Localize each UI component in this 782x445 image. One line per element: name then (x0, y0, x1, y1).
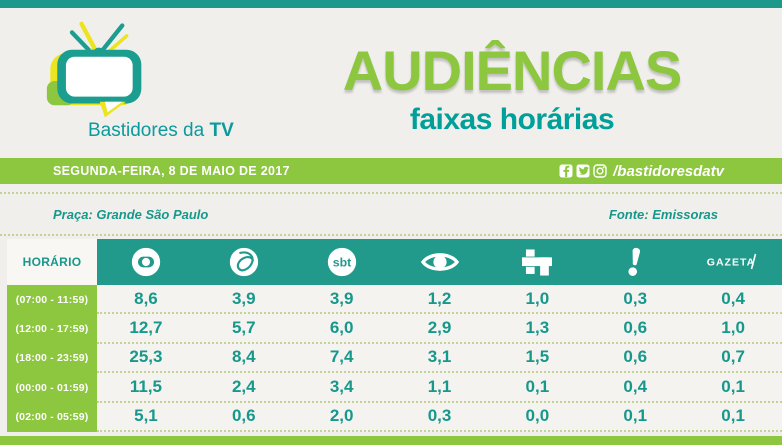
rating-cell: 8,4 (231, 347, 256, 367)
date-label: SEGUNDA-FEIRA, 8 DE MAIO DE 2017 (53, 164, 290, 178)
rating-cell: 11,5 (129, 376, 162, 396)
rating-cell: 25,3 (129, 347, 163, 367)
ratings-row: 25,3 8,4 7,4 3,1 1,5 0,6 0,7 (97, 343, 782, 374)
rating-cell: 0,3 (427, 406, 452, 426)
band-eye-logo-icon (420, 253, 459, 271)
svg-text:GAZETA: GAZETA (707, 257, 755, 269)
time-slot-cell: (00:00 - 01:59) (7, 373, 97, 403)
brand-name: Bastidores da TV (88, 120, 234, 141)
rating-cell: 3,9 (329, 288, 354, 308)
cultura-logo-icon (522, 248, 553, 276)
rating-cell: 2,4 (231, 376, 256, 396)
ratings-row: 12,7 5,7 6,0 2,9 1,3 0,6 1,0 (97, 314, 782, 344)
page-title: AUDIÊNCIAS (342, 39, 682, 102)
rating-cell: 0,1 (721, 376, 745, 396)
rating-cell: 0,3 (623, 288, 648, 308)
ratings-table: HORÁRIO (7, 239, 782, 432)
rating-cell: 2,9 (427, 318, 452, 338)
svg-text:sbt: sbt (332, 256, 350, 270)
gazeta-logo-icon: GAZETA (707, 253, 757, 270)
top-accent-bar (0, 0, 782, 8)
table-row: (02:00 - 05:59) 5,1 0,6 2,0 0,3 0,0 0,1 … (7, 402, 782, 432)
channel-sbt: sbt (293, 239, 391, 285)
rating-cell: 12,7 (129, 318, 163, 338)
rating-cell: 0,1 (721, 406, 745, 426)
praca-label: Praça: Grande São Paulo (53, 206, 209, 222)
tv-logo-icon (46, 21, 142, 118)
facebook-icon (559, 164, 573, 178)
time-slot-cell: (18:00 - 23:59) (7, 343, 97, 374)
time-column-header: HORÁRIO (7, 239, 97, 285)
channel-band (391, 239, 489, 285)
rating-cell: 1,1 (427, 376, 452, 396)
table-row: (07:00 - 11:59) 8,6 3,9 3,9 1,2 1,0 0,3 … (7, 285, 782, 315)
rating-cell: 3,1 (427, 347, 452, 367)
ratings-row: 11,5 2,4 3,4 1,1 0,1 0,4 0,1 (97, 373, 782, 403)
date-bar: SEGUNDA-FEIRA, 8 DE MAIO DE 2017 /bastid… (0, 158, 782, 184)
instagram-icon (593, 164, 607, 178)
table-row: (18:00 - 23:59) 25,3 8,4 7,4 3,1 1,5 0,6… (7, 343, 782, 374)
header: Bastidores da TV AUDIÊNCIAS faixas horár… (0, 8, 782, 158)
rating-cell: 0,4 (623, 376, 648, 396)
rating-cell: 0,6 (623, 347, 648, 367)
sbt-logo-icon: sbt (327, 247, 356, 277)
channel-record (195, 239, 293, 285)
rating-cell: 1,0 (525, 288, 550, 308)
rating-cell: 8,6 (134, 288, 158, 308)
table-row: (00:00 - 01:59) 11,5 2,4 3,4 1,1 0,1 0,4… (7, 373, 782, 403)
rating-cell: 0,6 (231, 406, 256, 426)
channel-logo-band: sbt (97, 239, 782, 285)
rating-cell: 0,7 (721, 347, 745, 367)
channel-cultura (488, 239, 586, 285)
table-header: HORÁRIO (7, 239, 782, 285)
twitter-icon (576, 164, 590, 178)
time-slot-cell: (07:00 - 11:59) (7, 285, 97, 315)
rating-cell: 0,4 (721, 288, 745, 308)
page-subtitle: faixas horárias (409, 103, 615, 136)
rating-cell: 0,6 (623, 318, 648, 338)
title-block: AUDIÊNCIAS faixas horárias (272, 8, 782, 158)
rating-cell: 1,0 (721, 318, 745, 338)
rating-cell: 3,4 (329, 376, 354, 396)
rating-cell: 1,5 (525, 347, 550, 367)
rating-cell: 5,7 (231, 318, 256, 338)
rating-cell: 5,1 (134, 406, 158, 426)
rating-cell: 1,3 (525, 318, 550, 338)
social-handle: /bastidoresdatv (613, 162, 724, 180)
time-slot-cell: (02:00 - 05:59) (7, 402, 97, 432)
rating-cell: 6,0 (329, 318, 354, 338)
redetv-exclamation-logo-icon (628, 247, 641, 276)
ratings-row: 8,6 3,9 3,9 1,2 1,0 0,3 0,4 (97, 285, 782, 315)
logo-block: Bastidores da TV (0, 8, 272, 158)
ratings-row: 5,1 0,6 2,0 0,3 0,0 0,1 0,1 (97, 402, 782, 432)
table-row: (12:00 - 17:59) 12,7 5,7 6,0 2,9 1,3 0,6… (7, 314, 782, 344)
rating-cell: 0,0 (525, 406, 550, 426)
rating-cell: 0,1 (525, 376, 550, 396)
channel-gazeta: GAZETA (684, 239, 782, 285)
time-slot-cell: (12:00 - 17:59) (7, 314, 97, 344)
channel-globo (97, 239, 195, 285)
rating-cell: 3,9 (231, 288, 256, 308)
bottom-accent-bar (0, 435, 782, 445)
fonte-label: Fonte: Emissoras (608, 206, 718, 222)
rating-cell: 2,0 (329, 406, 354, 426)
meta-row: Praça: Grande São Paulo Fonte: Emissoras (0, 192, 782, 236)
social-links: /bastidoresdatv (559, 163, 724, 180)
rating-cell: 7,4 (329, 347, 354, 367)
rating-cell: 0,1 (623, 406, 648, 426)
globo-logo-icon (131, 247, 161, 277)
channel-redetv (586, 239, 684, 285)
rating-cell: 1,2 (427, 288, 452, 308)
record-logo-icon (229, 247, 258, 277)
